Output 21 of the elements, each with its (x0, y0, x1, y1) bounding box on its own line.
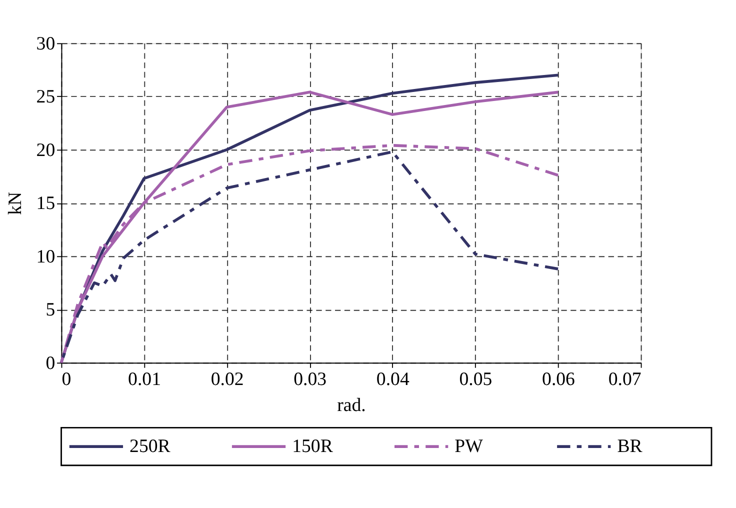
x-tick-label: 0.02 (210, 368, 244, 390)
y-tick-label: 20 (36, 140, 56, 161)
x-tick-label: 0.07 (608, 368, 642, 390)
y-tick-label: 15 (36, 193, 56, 214)
legend-label: 250R (130, 436, 171, 458)
y-tick-label: 0 (46, 352, 56, 374)
y-tick-label: 10 (36, 246, 56, 268)
x-tick-label: 0.06 (542, 368, 575, 390)
y-axis-title: kN (5, 191, 26, 215)
y-tick-label: 30 (36, 33, 56, 54)
x-axis-title: rad. (337, 395, 366, 416)
x-tick-label: 0.04 (376, 368, 410, 390)
x-tick-label: 0.03 (294, 368, 327, 390)
x-tick-label: 0.05 (459, 368, 492, 390)
legend-label: BR (617, 436, 643, 458)
y-tick-label: 5 (46, 300, 56, 321)
x-tick-label: 0.01 (128, 368, 161, 390)
y-tick-label: 25 (36, 86, 56, 108)
legend-label: PW (454, 436, 484, 458)
x-tick-label: 0 (62, 368, 72, 390)
legend-label: 150R (292, 436, 334, 458)
